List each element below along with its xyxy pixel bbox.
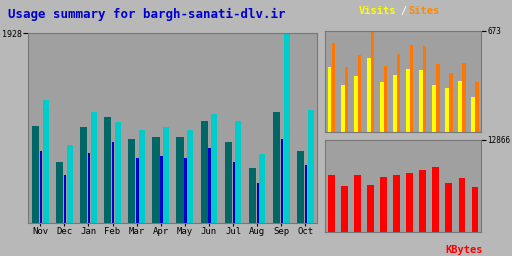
Bar	[88, 153, 90, 223]
Bar	[445, 88, 449, 132]
Bar	[104, 116, 111, 223]
Bar	[232, 162, 235, 223]
Bar	[459, 178, 465, 232]
Bar	[177, 137, 184, 223]
Bar	[257, 183, 259, 223]
Bar	[187, 130, 193, 223]
Text: Sites: Sites	[409, 6, 440, 16]
Bar	[249, 168, 256, 223]
Bar	[419, 170, 426, 232]
Bar	[184, 158, 187, 223]
Bar	[436, 64, 439, 132]
Bar	[406, 69, 410, 132]
Bar	[449, 73, 453, 132]
Bar	[281, 139, 283, 223]
Bar	[56, 162, 63, 223]
Bar	[308, 110, 314, 223]
Text: Visits: Visits	[358, 6, 396, 16]
Bar	[410, 46, 414, 132]
Bar	[445, 183, 452, 232]
Bar	[236, 121, 241, 223]
Bar	[433, 167, 439, 232]
Bar	[32, 126, 39, 223]
Bar	[367, 58, 371, 132]
Bar	[471, 97, 475, 132]
Bar	[260, 154, 266, 223]
Bar	[342, 186, 348, 232]
Bar	[284, 33, 290, 223]
Bar	[42, 100, 49, 223]
Bar	[458, 81, 462, 132]
Text: /: /	[400, 6, 407, 16]
Bar	[112, 142, 115, 223]
Bar	[371, 31, 374, 132]
Bar	[380, 177, 387, 232]
Bar	[80, 127, 87, 223]
Bar	[380, 82, 383, 132]
Bar	[354, 175, 361, 232]
Bar	[128, 139, 136, 223]
Bar	[472, 187, 478, 232]
Bar	[384, 66, 388, 132]
Bar	[328, 175, 335, 232]
Bar	[40, 151, 42, 223]
Bar	[328, 67, 331, 132]
Bar	[305, 165, 307, 223]
Bar	[475, 82, 479, 132]
Bar	[332, 43, 335, 132]
Bar	[163, 127, 169, 223]
Bar	[297, 151, 304, 223]
Bar	[201, 121, 208, 223]
Bar	[208, 148, 211, 223]
Bar	[115, 123, 121, 223]
Bar	[407, 173, 413, 232]
Bar	[64, 175, 66, 223]
Bar	[139, 130, 145, 223]
Bar	[345, 67, 348, 132]
Bar	[225, 142, 232, 223]
Bar	[211, 114, 217, 223]
Bar	[358, 55, 361, 132]
Bar	[136, 158, 139, 223]
Bar	[341, 85, 345, 132]
Bar	[462, 63, 465, 132]
Bar	[67, 145, 73, 223]
Bar	[393, 75, 397, 132]
Bar	[397, 54, 400, 132]
Bar	[423, 46, 426, 132]
Text: KBytes: KBytes	[445, 245, 483, 255]
Bar	[354, 76, 357, 132]
Bar	[273, 112, 280, 223]
Bar	[152, 137, 160, 223]
Bar	[419, 70, 422, 132]
Bar	[432, 85, 436, 132]
Text: Usage summary for bargh-sanati-dlv.ir: Usage summary for bargh-sanati-dlv.ir	[8, 8, 285, 21]
Bar	[160, 156, 163, 223]
Bar	[91, 112, 97, 223]
Bar	[368, 185, 374, 232]
Bar	[393, 175, 400, 232]
